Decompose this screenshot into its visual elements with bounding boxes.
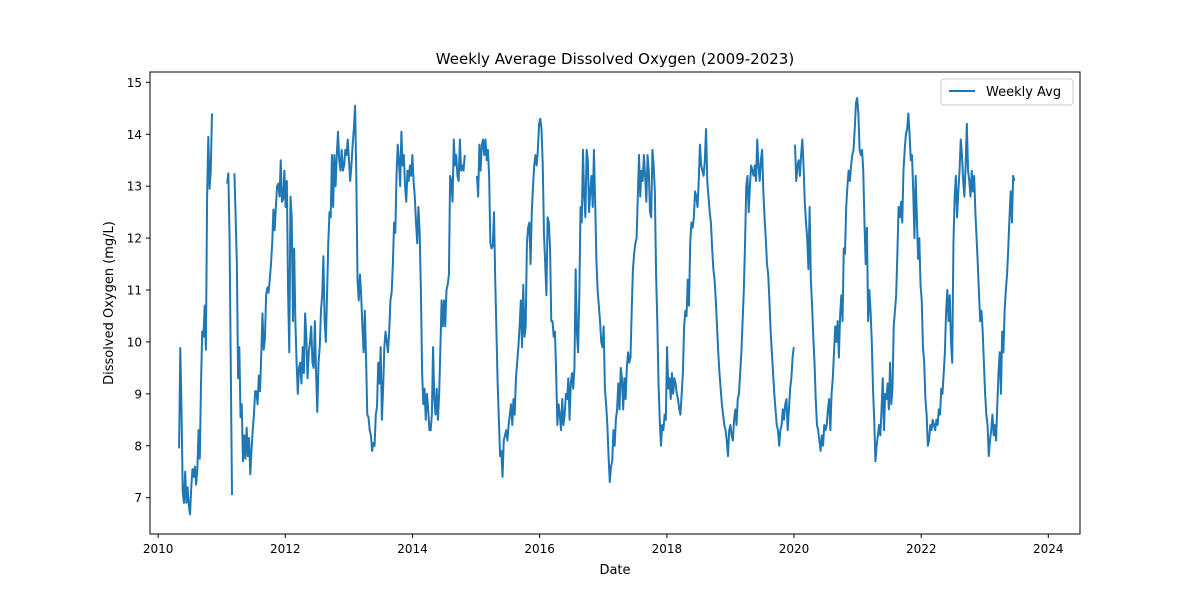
series-line-0-segment-0 bbox=[178, 113, 213, 516]
series-line-0-segment-1 bbox=[226, 104, 466, 496]
series-line-0-segment-2 bbox=[475, 117, 795, 484]
axis-ticks: 2010 2012 2014 2016 2018 2020 2022 2024 7 8 9 10 11 1… bbox=[127, 76, 1064, 556]
y-tick-label-6: 13 bbox=[127, 180, 142, 194]
y-axis-label: Dissolved Oxygen (mg/L) bbox=[102, 221, 117, 385]
x-tick-label-4: 2018 bbox=[652, 542, 683, 556]
x-tick-label-0: 2010 bbox=[143, 542, 174, 556]
x-tick-label-3: 2016 bbox=[524, 542, 555, 556]
y-tick-label-7: 14 bbox=[127, 128, 142, 142]
y-tick-label-0: 7 bbox=[134, 491, 142, 505]
legend-label: Weekly Avg bbox=[986, 85, 1061, 100]
legend-box bbox=[940, 78, 1074, 106]
legend: Weekly Avg bbox=[940, 78, 1074, 106]
y-tick-label-3: 10 bbox=[127, 335, 142, 349]
y-tick-label-5: 12 bbox=[127, 232, 142, 246]
y-tick-label-4: 11 bbox=[127, 284, 142, 298]
x-tick-label-1: 2012 bbox=[270, 542, 301, 556]
series-lines bbox=[178, 96, 1016, 516]
y-tick-label-1: 8 bbox=[134, 439, 142, 453]
plot-frame bbox=[149, 71, 1081, 535]
series-line-0-segment-3 bbox=[794, 96, 1016, 463]
chart-title: Weekly Average Dissolved Oxygen (2009-20… bbox=[436, 50, 794, 68]
plot-area bbox=[178, 96, 1016, 516]
x-tick-label-2: 2014 bbox=[397, 542, 428, 556]
x-tick-label-6: 2022 bbox=[906, 542, 937, 556]
x-axis-label: Date bbox=[599, 563, 630, 578]
x-tick-label-7: 2024 bbox=[1033, 542, 1064, 556]
y-tick-label-2: 9 bbox=[134, 387, 142, 401]
y-tick-label-8: 15 bbox=[127, 76, 142, 90]
x-tick-label-5: 2020 bbox=[779, 542, 810, 556]
